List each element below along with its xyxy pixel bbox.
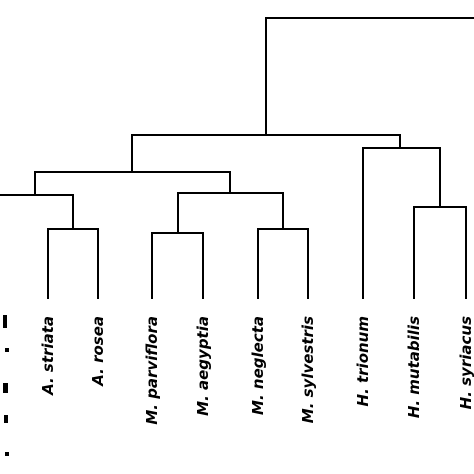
branch-h-mutabilis-syriacus <box>413 206 467 299</box>
leaf-label-m-neglecta: M. neglecta <box>249 316 267 415</box>
cut-off-leaf-label <box>3 315 9 456</box>
leaf-label-m-sylvestris: M. sylvestris <box>299 316 317 423</box>
branch-m-parviflora-aegyptia <box>151 232 204 299</box>
branch-root <box>265 17 474 136</box>
branch-malva <box>177 192 284 234</box>
branch-hibiscus <box>362 147 441 299</box>
branch-m-neglecta-sylvestris <box>257 228 309 299</box>
leaf-label-h-mutabilis: H. mutabilis <box>405 316 423 418</box>
cut-off-glyph <box>4 415 8 423</box>
branch-alcea <box>47 228 99 299</box>
branch-alcea-malva <box>34 171 231 196</box>
branch-upper-left <box>131 134 401 173</box>
branches <box>0 17 474 299</box>
leaf-labels: A. striata A. rosea M. parviflora M. aeg… <box>3 315 474 456</box>
leaf-label-a-rosea: A. rosea <box>89 316 107 387</box>
leaf-label-a-striata: A. striata <box>39 316 57 396</box>
leaf-label-m-aegyptia: M. aegyptia <box>194 316 212 416</box>
cut-off-glyph <box>3 383 8 393</box>
cut-off-glyph <box>3 315 7 328</box>
leaf-label-h-trionum: H. trionum <box>354 316 372 406</box>
cut-off-glyph <box>5 348 9 352</box>
leaf-label-m-parviflora: M. parviflora <box>143 316 161 425</box>
branch-alcea-stem <box>0 194 74 230</box>
cut-off-glyph <box>5 452 9 456</box>
leaf-label-h-syriacus: H. syriacus <box>457 316 474 409</box>
